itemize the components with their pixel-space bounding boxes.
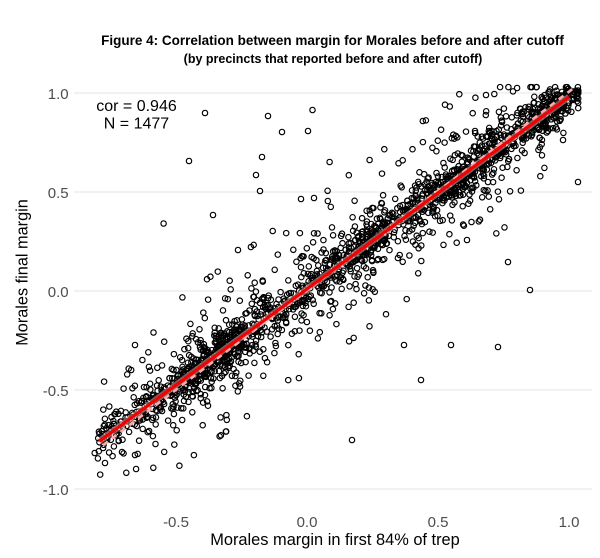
svg-text:-0.5: -0.5 bbox=[43, 383, 69, 400]
svg-text:0.5: 0.5 bbox=[428, 514, 449, 531]
svg-text:Morales final margin: Morales final margin bbox=[14, 199, 32, 346]
svg-text:1.0: 1.0 bbox=[48, 86, 69, 103]
svg-text:-1.0: -1.0 bbox=[43, 482, 69, 499]
svg-text:1.0: 1.0 bbox=[559, 514, 580, 531]
svg-text:Figure 4: Correlation between: Figure 4: Correlation between margin for… bbox=[101, 33, 564, 48]
svg-text:cor = 0.946: cor = 0.946 bbox=[96, 98, 177, 115]
svg-text:0.5: 0.5 bbox=[48, 185, 69, 202]
svg-text:0.0: 0.0 bbox=[48, 284, 69, 301]
svg-text:N = 1477: N = 1477 bbox=[104, 115, 169, 132]
svg-text:0.0: 0.0 bbox=[297, 514, 318, 531]
svg-text:-0.5: -0.5 bbox=[163, 514, 189, 531]
svg-text:(by precincts that reported be: (by precincts that reported before and a… bbox=[184, 52, 483, 66]
svg-text:Morales margin in first 84% of: Morales margin in first 84% of trep bbox=[210, 531, 460, 549]
